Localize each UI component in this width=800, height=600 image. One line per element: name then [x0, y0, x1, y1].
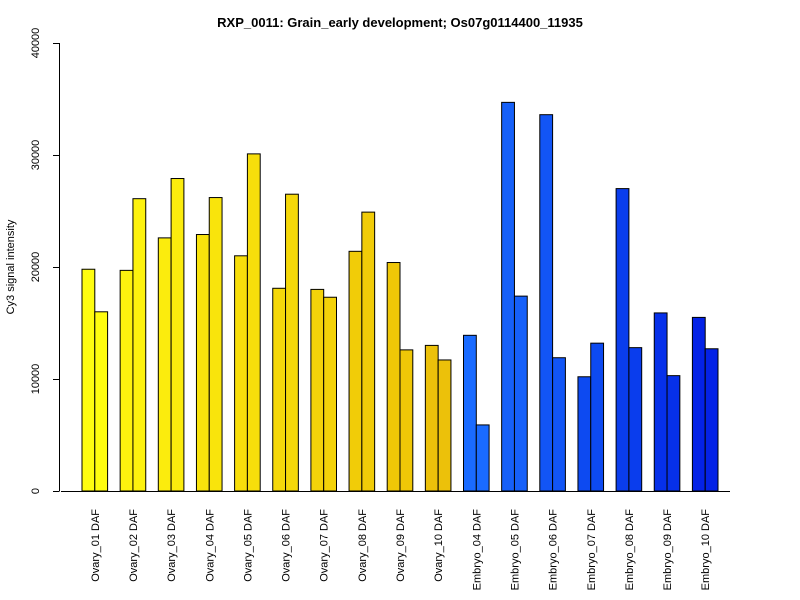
bar-2-2 [132, 198, 147, 492]
bar-7-1 [310, 288, 325, 492]
bar-14-2 [590, 342, 605, 492]
y-tick-label: 0 [30, 488, 42, 494]
bar-7-2 [323, 296, 338, 492]
x-tick-label: Embryo_08 DAF [624, 509, 636, 591]
bar-6-1 [272, 287, 287, 492]
bar-12-1 [501, 101, 515, 492]
x-tick-label: Ovary_07 DAF [319, 509, 331, 582]
x-tick-label: Ovary_08 DAF [357, 509, 369, 582]
y-tick-label: 40000 [30, 28, 42, 59]
bar-4-2 [208, 197, 223, 492]
x-tick-label: Ovary_05 DAF [242, 509, 254, 582]
bar-15-2 [628, 347, 643, 492]
x-tick-label: Embryo_09 DAF [662, 509, 674, 591]
bar-11-2 [475, 424, 490, 492]
x-tick-label: Embryo_07 DAF [586, 509, 598, 591]
y-tick-label: 30000 [30, 140, 42, 171]
bar-13-2 [552, 357, 566, 492]
x-tick-label: Ovary_09 DAF [395, 509, 407, 582]
bar-2-1 [119, 269, 134, 492]
chart-title: RXP_0011: Grain_early development; Os07g… [217, 15, 583, 30]
x-tick-label: Ovary_04 DAF [204, 509, 216, 582]
x-tick-label: Ovary_02 DAF [128, 509, 140, 582]
bar-11-1 [463, 334, 477, 492]
bar-16-2 [666, 375, 681, 492]
bar-12-2 [513, 295, 528, 492]
bar-4-1 [195, 234, 210, 492]
bar-8-2 [361, 211, 376, 492]
y-tick-label: 20000 [30, 252, 42, 283]
bar-1-1 [81, 268, 96, 492]
bar-1-2 [94, 311, 109, 492]
bar-9-1 [386, 262, 401, 492]
bar-9-2 [399, 349, 414, 492]
x-tick-label: Ovary_06 DAF [281, 509, 293, 582]
bar-10-1 [424, 344, 439, 492]
bar-13-1 [539, 114, 554, 492]
bar-14-1 [577, 376, 592, 492]
bar-16-1 [653, 312, 668, 492]
x-tick-label: Embryo_04 DAF [471, 509, 483, 591]
bar-6-2 [285, 193, 299, 492]
x-tick-label: Ovary_03 DAF [166, 509, 178, 582]
bar-5-2 [246, 153, 261, 492]
x-tick-label: Embryo_10 DAF [700, 509, 712, 591]
axes-group: Ovary_01 DAF Ovary_02 DAF Ovary_03 DAF Ovar… [30, 28, 730, 591]
bar-3-1 [157, 237, 172, 492]
bar-8-1 [348, 250, 363, 492]
x-tick-label: Ovary_10 DAF [433, 509, 445, 582]
bar-10-2 [437, 359, 452, 492]
y-tick-label: 10000 [30, 364, 42, 395]
x-tick-label: Embryo_05 DAF [509, 509, 521, 591]
bar-17-1 [691, 316, 706, 492]
bar-5-1 [234, 255, 248, 492]
x-tick-label: Ovary_01 DAF [90, 509, 102, 582]
bar-3-2 [170, 178, 185, 492]
x-tick-label: Embryo_06 DAF [548, 509, 560, 591]
bar-15-1 [615, 188, 630, 492]
bars-group [81, 101, 719, 492]
y-axis-label: Cy3 signal intensity [5, 219, 17, 314]
bar-17-2 [704, 348, 719, 492]
